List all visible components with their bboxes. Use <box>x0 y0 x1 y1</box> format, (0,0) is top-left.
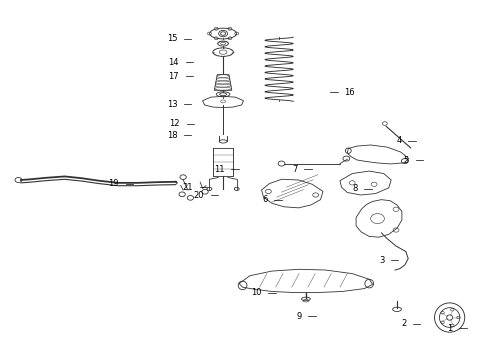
Text: 17: 17 <box>168 72 179 81</box>
Text: 6: 6 <box>262 195 268 204</box>
Text: 12: 12 <box>169 119 180 128</box>
Text: 3: 3 <box>379 256 384 265</box>
Text: 8: 8 <box>352 184 358 193</box>
Text: 4: 4 <box>396 136 401 145</box>
Text: 11: 11 <box>214 165 224 174</box>
Text: 10: 10 <box>251 288 262 297</box>
Text: 1: 1 <box>447 324 453 333</box>
Text: 21: 21 <box>183 183 194 192</box>
Text: 5: 5 <box>403 156 409 165</box>
Text: 15: 15 <box>167 35 177 44</box>
Text: 20: 20 <box>194 190 204 199</box>
Text: 19: 19 <box>108 179 119 188</box>
Text: 7: 7 <box>292 165 297 174</box>
Text: 16: 16 <box>344 88 355 97</box>
Text: 9: 9 <box>296 312 301 321</box>
Text: 18: 18 <box>167 131 177 140</box>
Text: 2: 2 <box>401 319 406 328</box>
Text: 13: 13 <box>167 100 177 109</box>
Text: 14: 14 <box>168 58 179 67</box>
